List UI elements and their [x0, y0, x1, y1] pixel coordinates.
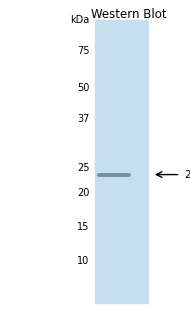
Text: kDa: kDa [70, 15, 89, 25]
Text: 10: 10 [77, 256, 89, 266]
Text: 25: 25 [77, 163, 89, 173]
Text: 50: 50 [77, 83, 89, 93]
Text: 20: 20 [77, 188, 89, 198]
Bar [95, 20, 148, 303]
Text: 24kDa: 24kDa [184, 170, 190, 180]
Text: 37: 37 [77, 114, 89, 124]
Text: 75: 75 [77, 46, 89, 56]
Text: Western Blot: Western Blot [91, 8, 167, 21]
Text: 15: 15 [77, 222, 89, 232]
